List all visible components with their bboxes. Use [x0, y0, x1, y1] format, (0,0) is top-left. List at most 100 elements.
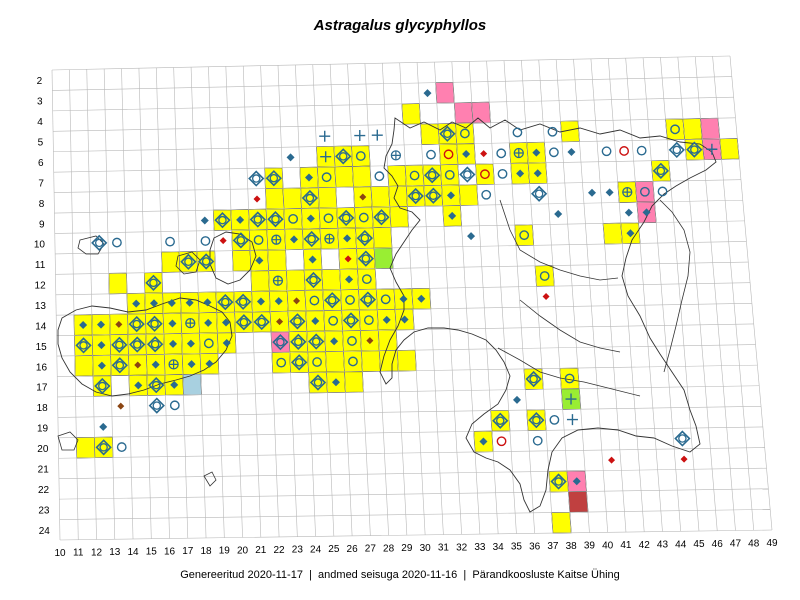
- marker-diamond-blue: [168, 319, 177, 328]
- circle-icon: [115, 340, 124, 350]
- observation-markers-layer: [75, 89, 718, 490]
- marker-target: [324, 292, 341, 309]
- diamond-outline-icon: [357, 250, 374, 267]
- grid-cell-yellow: [372, 226, 393, 249]
- grid-line-horizontal: [52, 76, 732, 91]
- grid-line-vertical: [538, 59, 572, 533]
- circle-icon: [269, 173, 279, 183]
- marker-circle: [328, 315, 339, 326]
- row-label: 2: [37, 76, 43, 87]
- diamond-icon: [219, 237, 227, 245]
- diamond-icon: [542, 293, 550, 301]
- grid-line-horizontal: [51, 55, 731, 71]
- circle-icon: [639, 186, 650, 197]
- grid-cell-yellow: [317, 166, 337, 188]
- circle-icon: [429, 191, 438, 200]
- marker-diamond-blue: [150, 299, 159, 308]
- plus-icon: [371, 129, 383, 141]
- diamond-icon: [115, 320, 123, 328]
- marker-diamond-blue: [97, 341, 106, 350]
- grid-line-vertical: [121, 68, 134, 539]
- grid-cell-yellow: [271, 351, 291, 374]
- circle-icon: [112, 237, 122, 248]
- column-label: 28: [383, 543, 395, 554]
- diamond-outline-icon: [148, 397, 165, 414]
- marker-diamond-brown: [359, 193, 367, 201]
- column-label: 14: [127, 547, 139, 558]
- marker-diamond-blue: [567, 147, 576, 156]
- marker-target: [652, 162, 670, 179]
- marker-diamond-blue: [222, 339, 231, 348]
- grid-cell-yellow: [359, 309, 379, 331]
- grid-cell-yellow: [352, 165, 372, 188]
- grid-cell-yellow: [343, 350, 363, 373]
- marker-circle: [347, 336, 357, 346]
- grid-cell-yellow: [351, 145, 371, 167]
- grid-line-vertical: [677, 57, 718, 531]
- grid-line-horizontal: [59, 529, 773, 541]
- column-label: 34: [493, 542, 505, 553]
- row-label: 22: [38, 485, 50, 496]
- grid-line-horizontal: [58, 447, 765, 459]
- marker-diamond-blue: [306, 214, 315, 223]
- grid-line-vertical: [295, 64, 316, 537]
- diamond-icon: [169, 339, 178, 348]
- marker-target: [356, 229, 373, 247]
- diamond-icon: [255, 256, 264, 265]
- diamond-outline-icon: [146, 336, 164, 353]
- grid-line-horizontal: [56, 323, 754, 336]
- marker-circle-red: [619, 146, 630, 156]
- marker-target: [253, 313, 270, 331]
- diamond-outline-icon: [129, 336, 146, 353]
- circle-icon: [636, 145, 647, 156]
- row-label: 10: [34, 240, 46, 251]
- diamond-outline-icon: [265, 170, 282, 187]
- diamond-outline-icon: [146, 315, 163, 332]
- diamond-outline-icon: [290, 333, 307, 350]
- column-label: 40: [602, 540, 614, 551]
- grid-cell-yellow: [682, 118, 703, 140]
- column-label: 16: [164, 546, 176, 557]
- circle-icon: [355, 151, 366, 161]
- marker-diamond-blue: [467, 232, 476, 241]
- circle-icon: [670, 124, 680, 135]
- islet-4: [203, 471, 217, 487]
- grid-line-vertical: [660, 57, 700, 532]
- marker-target: [335, 148, 352, 165]
- diamond-outline-icon: [267, 211, 284, 228]
- diamond-icon: [289, 235, 298, 244]
- diamond-icon: [99, 422, 108, 431]
- circle-icon: [443, 149, 454, 160]
- diamond-icon: [134, 361, 142, 369]
- circle-icon: [532, 415, 541, 425]
- grid-line-horizontal: [59, 488, 769, 500]
- marker-plus: [320, 151, 332, 163]
- diamond-outline-icon: [289, 313, 306, 330]
- row-label: 20: [37, 444, 49, 455]
- column-label: 11: [73, 548, 84, 559]
- circle-icon: [426, 149, 436, 160]
- circle-icon: [363, 315, 374, 326]
- circle-icon: [152, 401, 162, 410]
- diamond-outline-icon: [407, 187, 424, 205]
- marker-diamond-red: [480, 150, 488, 158]
- grid-line-horizontal: [54, 199, 743, 214]
- grid-line-horizontal: [53, 138, 738, 153]
- marker-diamond-red: [344, 255, 352, 263]
- diamond-icon: [480, 150, 488, 158]
- grid-cell-yellow: [75, 436, 96, 459]
- grid-cell-yellow: [375, 288, 396, 311]
- circle-icon: [309, 295, 320, 306]
- circle-icon: [165, 236, 175, 247]
- diamond-outline-icon: [338, 209, 355, 227]
- grid-cell-yellow: [317, 186, 338, 209]
- marker-diamond-blue: [99, 422, 108, 431]
- grid-line-vertical: [156, 67, 170, 539]
- circle-icon: [253, 215, 263, 224]
- grid-cell-yellow: [248, 229, 269, 251]
- lake-outline: [659, 199, 691, 373]
- footer-separator-2: |: [463, 569, 467, 581]
- marker-diamond-red: [680, 455, 688, 463]
- column-label: 44: [675, 539, 687, 550]
- marker-diamond-red: [253, 195, 261, 203]
